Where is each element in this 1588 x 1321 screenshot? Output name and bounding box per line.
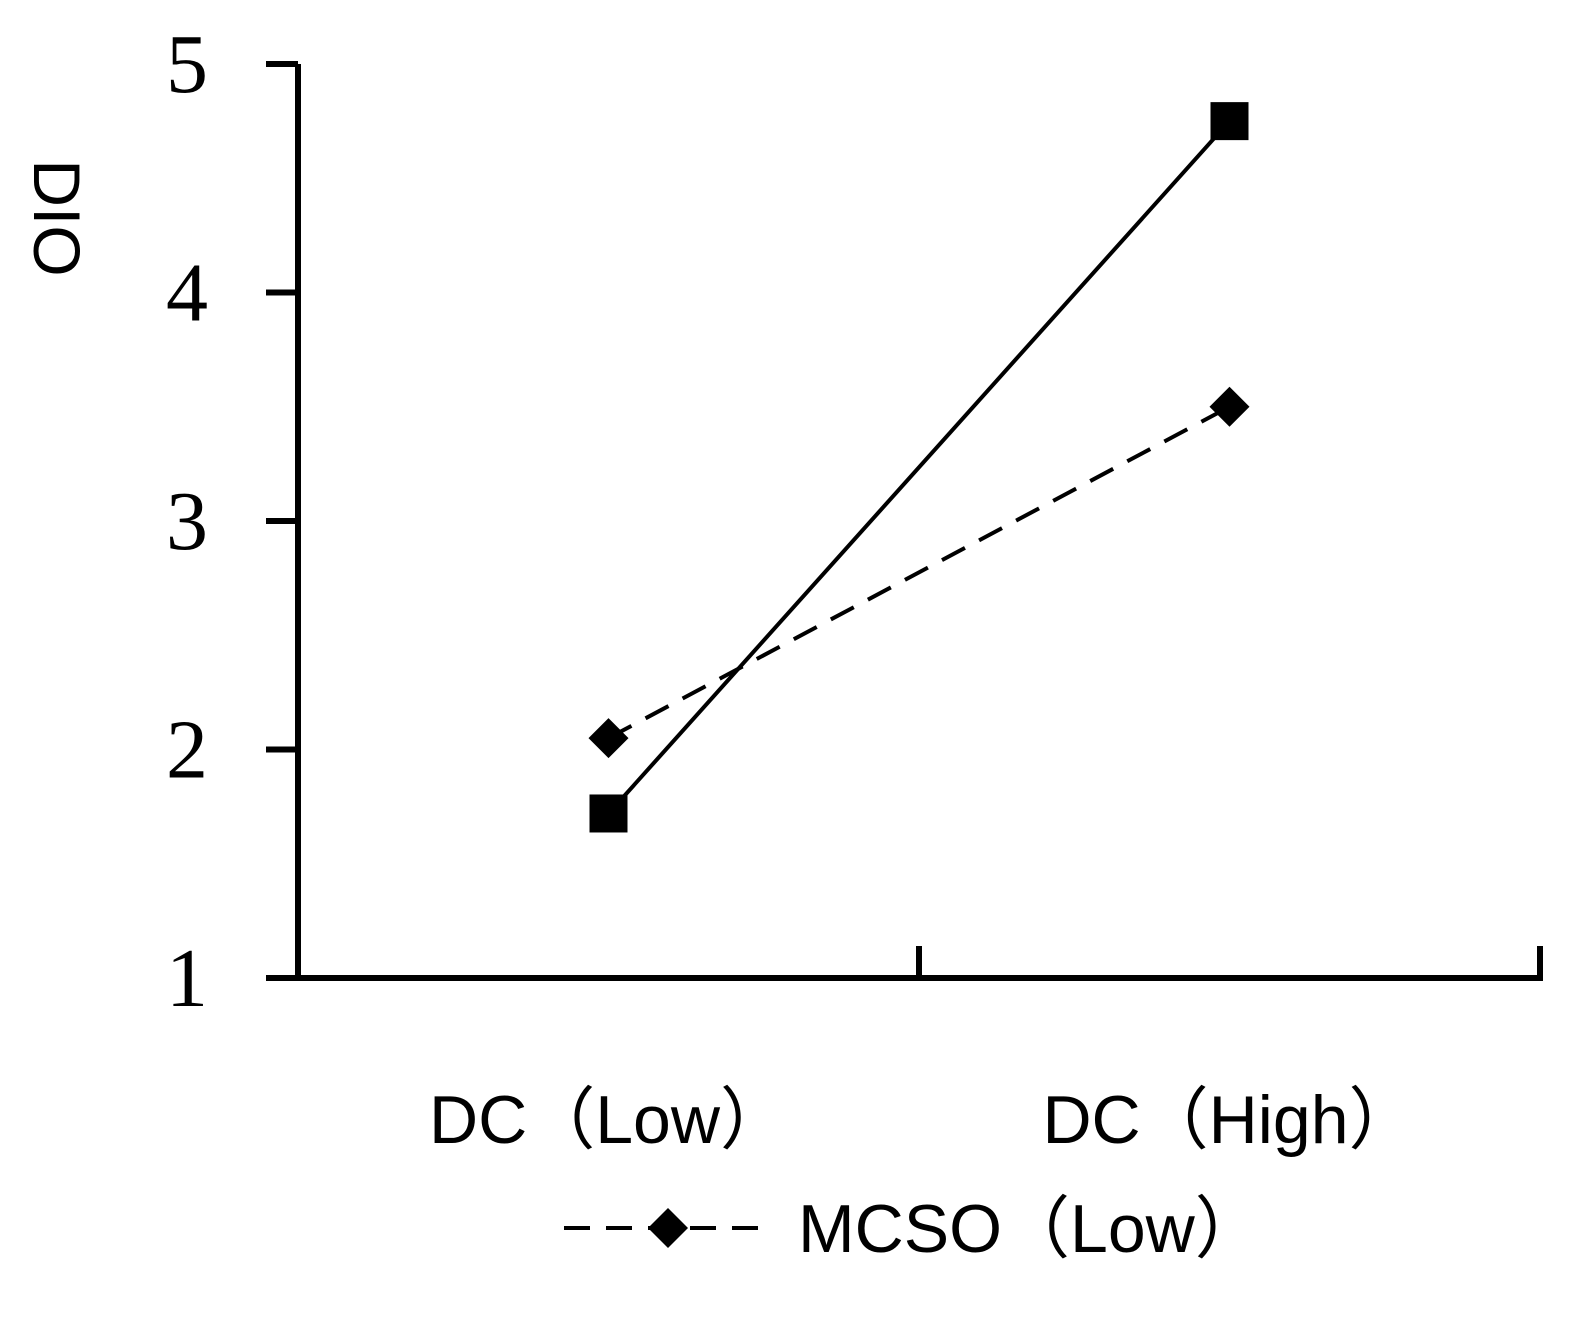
series-dashed (588, 386, 1250, 759)
y-tick-label: 2 (166, 704, 208, 797)
y-tick-label: 3 (166, 475, 208, 568)
data-point-diamond (1209, 386, 1250, 427)
x-category-label: DC（Low） (429, 1082, 788, 1158)
legend-item: MCSO（Low） (564, 1191, 1263, 1267)
x-category-label: DC（High） (1042, 1082, 1416, 1158)
axes (266, 61, 1543, 981)
legend-label: MCSO（Low） (798, 1191, 1263, 1267)
data-point-square (1210, 102, 1249, 141)
data-point-diamond (588, 718, 629, 759)
series-line (607, 404, 1231, 740)
data-point-square (589, 794, 628, 833)
y-axis-title: DIO (20, 159, 94, 276)
series-layer (588, 102, 1250, 833)
labels-layer: 1 2 3 4 5 DC（Low） DC（High） DIO (20, 18, 1417, 1158)
y-tick-label: 4 (166, 247, 208, 340)
y-tick-label: 1 (166, 932, 208, 1025)
series-line (607, 119, 1231, 815)
series-solid (589, 102, 1249, 833)
legend-marker (648, 1208, 688, 1248)
y-tick-label: 5 (166, 18, 208, 111)
legend: MCSO（Low） (564, 1191, 1263, 1267)
